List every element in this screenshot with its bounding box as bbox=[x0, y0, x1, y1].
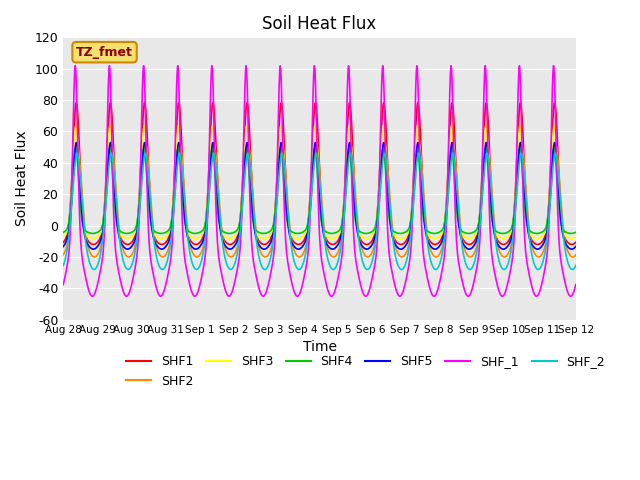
SHF_2 bbox=[568, 266, 576, 272]
SHF_2 bbox=[550, 154, 558, 159]
SHF2 bbox=[234, 244, 241, 250]
SHF1 bbox=[434, 240, 442, 246]
SHF3 bbox=[234, 230, 241, 236]
SHF_2 bbox=[544, 226, 552, 231]
SHF4 bbox=[434, 230, 442, 236]
Line: SHF3: SHF3 bbox=[63, 125, 576, 238]
SHF5 bbox=[449, 141, 456, 146]
SHF3 bbox=[572, 234, 580, 240]
SHF_2 bbox=[572, 263, 580, 268]
SHF4 bbox=[482, 145, 490, 151]
SHF_2 bbox=[234, 250, 241, 255]
SHF_1 bbox=[234, 265, 241, 271]
SHF2 bbox=[544, 224, 552, 230]
SHF4 bbox=[465, 230, 472, 236]
SHF5 bbox=[434, 245, 442, 251]
SHF5 bbox=[544, 220, 552, 226]
SHF_1 bbox=[72, 63, 79, 69]
SHF_1 bbox=[550, 72, 558, 78]
SHF_2 bbox=[434, 265, 442, 271]
SHF_2 bbox=[60, 263, 67, 268]
SHF5 bbox=[302, 237, 310, 242]
SHF1 bbox=[544, 212, 552, 218]
SHF_2 bbox=[449, 151, 456, 157]
SHF1 bbox=[260, 241, 268, 247]
SHF2 bbox=[449, 143, 456, 149]
SHF_2 bbox=[73, 150, 81, 156]
SHF4 bbox=[550, 146, 558, 152]
Line: SHF_1: SHF_1 bbox=[63, 66, 576, 296]
SHF4 bbox=[234, 227, 241, 232]
SHF_1 bbox=[544, 241, 552, 247]
SHF2 bbox=[302, 243, 310, 249]
SHF1 bbox=[449, 101, 456, 107]
Line: SHF4: SHF4 bbox=[63, 148, 576, 233]
SHF1 bbox=[572, 240, 580, 245]
SHF4 bbox=[449, 149, 456, 155]
SHF2 bbox=[467, 254, 474, 260]
SHF2 bbox=[483, 141, 491, 146]
Line: SHF1: SHF1 bbox=[63, 103, 576, 244]
Line: SHF5: SHF5 bbox=[63, 143, 576, 249]
SHF4 bbox=[544, 214, 552, 219]
SHF5 bbox=[550, 140, 558, 146]
SHF1 bbox=[550, 100, 558, 106]
SHF3 bbox=[302, 230, 310, 236]
SHF4 bbox=[302, 227, 310, 232]
SHF_1 bbox=[572, 282, 580, 288]
SHF_1 bbox=[449, 91, 456, 96]
SHF2 bbox=[434, 253, 442, 259]
SHF1 bbox=[60, 240, 67, 245]
SHF_1 bbox=[567, 293, 575, 299]
SHF_2 bbox=[302, 249, 310, 255]
SHF_1 bbox=[60, 282, 67, 288]
Line: SHF2: SHF2 bbox=[63, 144, 576, 257]
SHF_1 bbox=[434, 286, 442, 292]
SHF1 bbox=[302, 233, 310, 239]
SHF3 bbox=[449, 126, 456, 132]
SHF4 bbox=[572, 229, 580, 235]
SHF2 bbox=[550, 146, 558, 152]
Line: SHF_2: SHF_2 bbox=[63, 153, 576, 269]
X-axis label: Time: Time bbox=[303, 340, 337, 354]
Y-axis label: Soil Heat Flux: Soil Heat Flux bbox=[15, 131, 29, 227]
SHF3 bbox=[434, 234, 442, 240]
SHF3 bbox=[60, 234, 67, 240]
SHF5 bbox=[260, 246, 268, 252]
SHF_1 bbox=[302, 265, 310, 271]
SHF5 bbox=[572, 244, 580, 250]
SHF3 bbox=[362, 235, 370, 241]
SHF4 bbox=[60, 229, 67, 235]
SHF2 bbox=[572, 252, 580, 258]
Title: Soil Heat Flux: Soil Heat Flux bbox=[262, 15, 377, 33]
Legend: SHF1, SHF2, SHF3, SHF4, SHF5, SHF_1, SHF_2: SHF1, SHF2, SHF3, SHF4, SHF5, SHF_1, SHF… bbox=[121, 350, 610, 393]
SHF1 bbox=[277, 100, 285, 106]
SHF1 bbox=[234, 233, 241, 239]
SHF5 bbox=[277, 140, 285, 145]
SHF3 bbox=[544, 216, 552, 221]
SHF5 bbox=[60, 244, 67, 250]
SHF2 bbox=[60, 252, 67, 258]
Text: TZ_fmet: TZ_fmet bbox=[76, 46, 133, 59]
SHF5 bbox=[234, 237, 241, 243]
SHF3 bbox=[550, 122, 558, 128]
SHF3 bbox=[380, 122, 387, 128]
